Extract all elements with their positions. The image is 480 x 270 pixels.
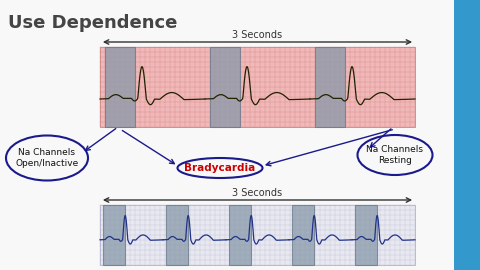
Text: 3 Seconds: 3 Seconds — [232, 188, 283, 198]
FancyBboxPatch shape — [103, 205, 125, 265]
Text: Na Channels
Open/Inactive: Na Channels Open/Inactive — [15, 148, 79, 168]
FancyBboxPatch shape — [166, 205, 188, 265]
FancyBboxPatch shape — [210, 47, 240, 127]
FancyBboxPatch shape — [229, 205, 251, 265]
FancyBboxPatch shape — [100, 47, 415, 127]
FancyBboxPatch shape — [292, 205, 314, 265]
FancyBboxPatch shape — [105, 47, 135, 127]
Text: Use Dependence: Use Dependence — [8, 14, 178, 32]
FancyBboxPatch shape — [315, 47, 345, 127]
Text: Na Channels
Resting: Na Channels Resting — [367, 145, 423, 165]
FancyBboxPatch shape — [454, 0, 480, 270]
FancyBboxPatch shape — [355, 205, 377, 265]
Text: 3 Seconds: 3 Seconds — [232, 30, 283, 40]
Text: Bradycardia: Bradycardia — [184, 163, 256, 173]
FancyBboxPatch shape — [100, 205, 415, 265]
